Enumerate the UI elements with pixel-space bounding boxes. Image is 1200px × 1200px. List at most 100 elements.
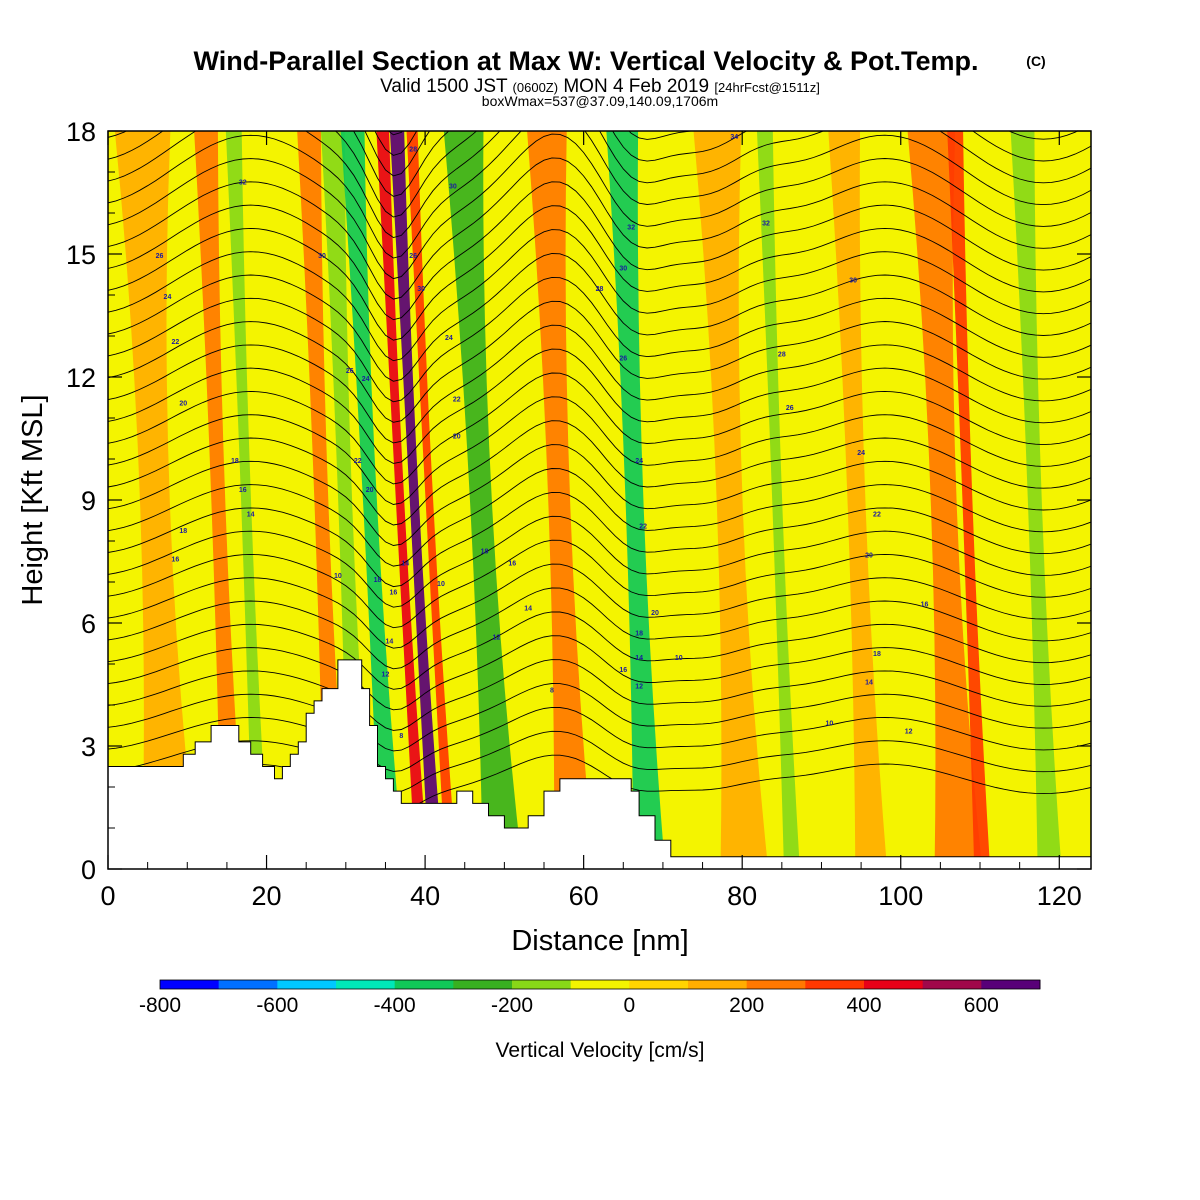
axis-ticks: 0 20 40 60 80 100 120 0 3 6 9 12 15 18 <box>66 117 1091 911</box>
contour-label-4: 20 <box>179 401 187 408</box>
contour-label-47: 34 <box>730 134 738 141</box>
boxwmax-line: boxWmax=537@37.09,140.09,1706m <box>482 93 718 109</box>
contour-label-17: 16 <box>389 589 397 596</box>
theta-contour-21 <box>108 253 1091 382</box>
contour-label-5: 18 <box>231 458 239 465</box>
valid-prefix: Valid 1500 JST <box>380 76 508 97</box>
x-tick-label-0: 0 <box>100 881 115 911</box>
y-axis-label: Height [Kft MSL] <box>17 394 49 605</box>
colorbar-swatch-8 <box>629 980 689 989</box>
contour-label-9: 16 <box>171 557 179 564</box>
contour-label-35: 32 <box>627 224 635 231</box>
contour-label-34: 8 <box>550 688 554 695</box>
colorbar-swatch-11 <box>805 980 865 989</box>
contour-label-24: 30 <box>417 286 425 293</box>
contour-label-40: 22 <box>639 524 647 531</box>
colorbar-swatch-0 <box>160 980 220 989</box>
colorbar: -800 -600 -400 -200 0 200 400 600 <box>139 979 1041 1017</box>
colorbar-label-7: 600 <box>964 994 999 1017</box>
contour-label-42: 18 <box>635 630 643 637</box>
contour-label-30: 16 <box>508 561 516 568</box>
velocity-band-16 <box>947 131 991 869</box>
y-tick-label-0: 0 <box>81 855 96 885</box>
theta-contour-23 <box>108 205 1091 341</box>
contour-label-49: 30 <box>849 278 857 285</box>
contour-label-51: 26 <box>786 405 794 412</box>
colorbar-frame <box>159 979 1041 990</box>
theta-contour-2 <box>108 706 1091 772</box>
velocity-band-10 <box>527 131 594 869</box>
contour-label-33: 12 <box>493 634 501 641</box>
velocity-band-0 <box>114 131 198 869</box>
colorbar-swatch-5 <box>453 980 513 989</box>
theta-contour-25 <box>108 157 1091 300</box>
velocity-band-9 <box>443 131 523 869</box>
theta-contour-27 <box>108 131 1091 259</box>
theta-contour-7 <box>108 587 1091 670</box>
colorbar-swatch-3 <box>336 980 396 989</box>
colorbar-swatch-9 <box>688 980 748 989</box>
contour-label-0: 32 <box>239 179 247 186</box>
colorbar-label-5: 200 <box>729 994 764 1017</box>
contour-label-18: 14 <box>386 639 394 646</box>
velocity-band-5 <box>340 131 404 869</box>
contour-label-23: 26 <box>409 253 417 260</box>
colorbar-swatch-12 <box>864 980 924 989</box>
colorbar-title: Vertical Velocity [cm/s] <box>496 1039 705 1062</box>
contour-label-45: 12 <box>635 684 643 691</box>
contour-label-27: 22 <box>453 397 461 404</box>
contour-label-1: 26 <box>156 253 164 260</box>
contour-label-3: 22 <box>171 339 179 346</box>
contour-label-46: 10 <box>675 655 683 662</box>
contour-label-39: 24 <box>635 458 643 465</box>
x-tick-label-2: 40 <box>410 881 440 911</box>
velocity-band-11 <box>606 131 666 869</box>
contour-label-37: 28 <box>596 286 604 293</box>
theta-contour-18 <box>108 324 1091 444</box>
theta-contour-11 <box>108 491 1091 588</box>
y-tick-label-4: 12 <box>66 363 96 393</box>
x-tick-label-5: 100 <box>878 881 923 911</box>
contour-label-38: 26 <box>619 356 627 363</box>
colorbar-swatch-2 <box>277 980 337 989</box>
theta-contour-26 <box>108 133 1091 280</box>
valid-date: MON 4 Feb 2019 <box>563 76 709 97</box>
theta-contour-13 <box>108 444 1091 546</box>
contour-label-15: 20 <box>366 487 374 494</box>
contour-label-26: 24 <box>445 335 453 342</box>
contour-label-2: 24 <box>164 294 172 301</box>
x-tick-label-1: 20 <box>252 881 282 911</box>
colorbar-swatch-10 <box>746 980 806 989</box>
theta-contour-0 <box>108 754 1091 813</box>
contour-label-22: 28 <box>409 147 417 154</box>
colorbar-label-3: -200 <box>491 994 533 1017</box>
velocity-band-8 <box>406 131 457 869</box>
y-tick-label-2: 6 <box>81 609 96 639</box>
theta-contour-17 <box>108 348 1091 464</box>
contour-label-50: 28 <box>778 352 786 359</box>
contour-label-7: 14 <box>247 511 255 518</box>
colorbar-swatch-1 <box>218 980 278 989</box>
velocity-band-3 <box>297 131 348 869</box>
plot-area: 32 26 24 22 20 18 16 14 18 16 10 30 26 24 22 20 18 16 14 12… <box>66 117 1092 911</box>
theta-contour-12 <box>108 468 1091 567</box>
colorbar-label-6: 400 <box>846 994 881 1017</box>
contour-label-48: 32 <box>762 220 770 227</box>
theta-contour-5 <box>108 635 1091 711</box>
colorbar-swatch-6 <box>512 980 572 989</box>
contour-label-12: 26 <box>346 368 354 375</box>
valid-time-line: Valid 1500 JST (0600Z) MON 4 Feb 2019 [2… <box>380 76 820 97</box>
theta-contour-10 <box>108 515 1091 608</box>
contour-label-11: 30 <box>318 253 326 260</box>
colorbar-swatch-14 <box>981 980 1041 989</box>
contour-label-41: 20 <box>651 610 659 617</box>
contour-label-43: 14 <box>635 655 643 662</box>
valid-utc: (0600Z) <box>513 80 559 95</box>
contour-label-10: 10 <box>334 573 342 580</box>
contour-label-55: 16 <box>921 602 929 609</box>
contour-label-16: 18 <box>374 577 382 584</box>
velocity-band-2 <box>225 131 269 869</box>
x-tick-label-6: 120 <box>1037 881 1082 911</box>
contour-label-36: 30 <box>619 265 627 272</box>
